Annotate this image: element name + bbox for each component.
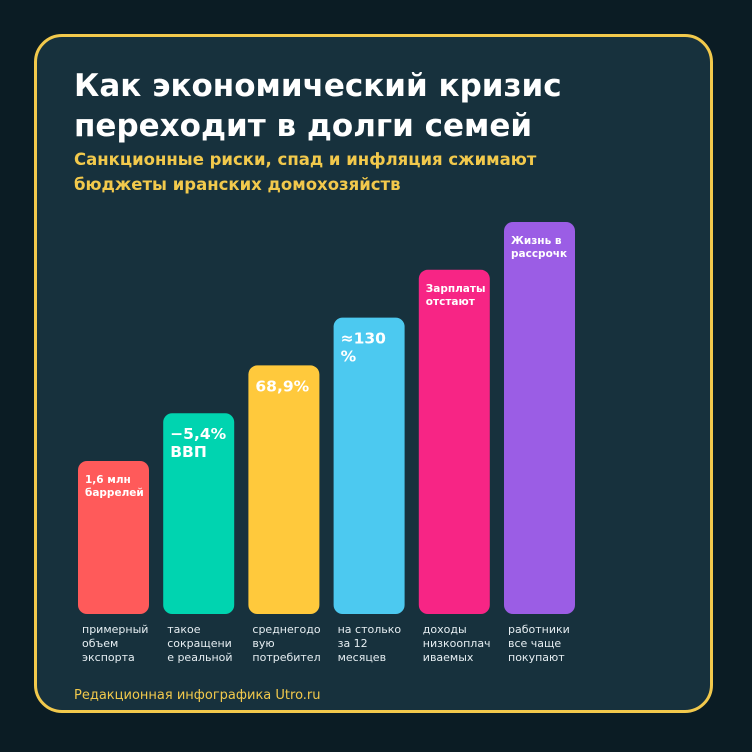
- bar-group-5: Зарплаты отстают доходы низкооплач иваемых: [418, 269, 491, 664]
- bar-group-3: 68,9% среднегодо вую потребител: [248, 365, 321, 664]
- bar-value-label: Жизнь в рассрочк: [511, 235, 567, 260]
- bar-value-label: Зарплаты отстают: [426, 283, 486, 308]
- subtitle-line-2: бюджеты иранских домохозяйств: [74, 175, 401, 194]
- bar-value-label: ≈130%: [341, 330, 387, 366]
- bar-value-label: 68,9%: [255, 377, 309, 395]
- bar-category-label: работники все чаще покупают: [508, 623, 570, 664]
- bar-group-2: −5,4% ВВП такое сокращени е реальной: [163, 413, 235, 664]
- footer-credit: Редакционная инфографика Utro.ru: [74, 688, 321, 703]
- bar-category-label: среднегодо вую потребител: [252, 623, 320, 664]
- title-line-1: Как экономический кризис: [74, 68, 562, 104]
- bar-4: [333, 317, 405, 614]
- bar-group-6: Жизнь в рассрочк работники все чаще покупают: [504, 222, 575, 664]
- bar-category-label: примерный объем экспорта: [82, 623, 148, 664]
- bar-category-label: такое сокращени е реальной: [167, 623, 232, 664]
- bar-value-label: −5,4% ВВП: [170, 425, 226, 461]
- bar-5: [418, 269, 490, 614]
- bar-category-label: на столько за 12 месяцев: [338, 623, 402, 664]
- bar-2: [163, 413, 235, 614]
- page-title: Как экономический кризис переходит в дол…: [74, 66, 674, 146]
- bar-group-4: ≈130 % на столько за 12 месяцев: [333, 317, 405, 664]
- subtitle-line-1: Санкционные риски, спад и инфляция сжима…: [74, 150, 537, 169]
- bar-1: [78, 461, 149, 614]
- bar-6: [504, 222, 575, 614]
- title-line-2: переходит в долги семей: [74, 108, 533, 144]
- bar-group-1: 1,6 млн баррелей примерный объем экспорта: [78, 461, 149, 664]
- page-subtitle: Санкционные риски, спад и инфляция сжима…: [74, 147, 674, 197]
- bar-3: [248, 365, 320, 614]
- bar-category-label: доходы низкооплач иваемых: [423, 623, 491, 664]
- bar-value-label: 1,6 млн баррелей: [85, 474, 144, 499]
